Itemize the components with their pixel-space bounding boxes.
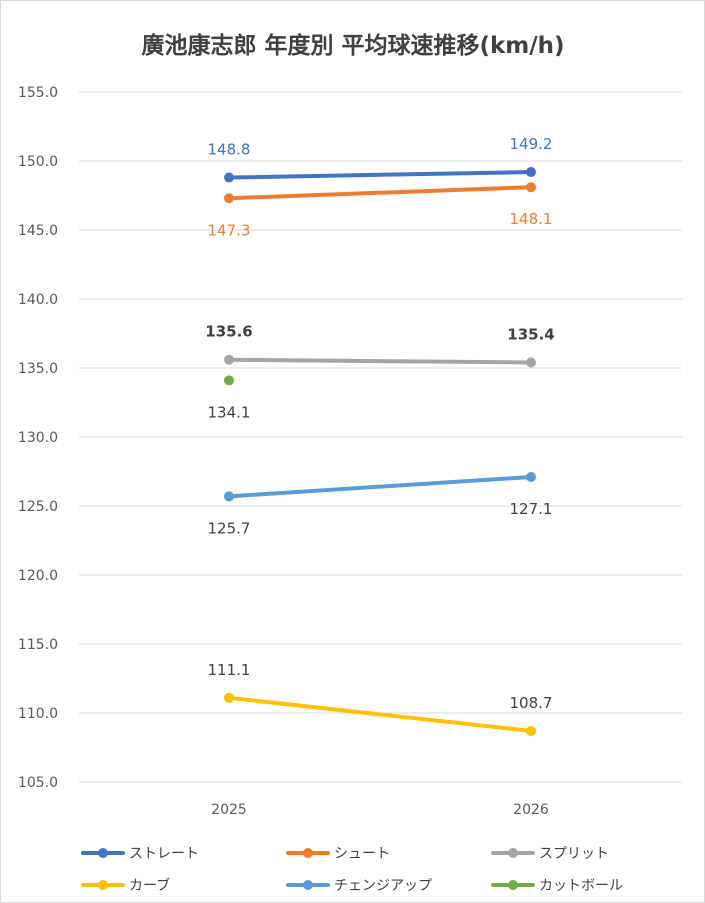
- data-label: 148.1: [510, 210, 553, 228]
- x-tick-label: 2026: [513, 802, 549, 818]
- x-tick-label: 2025: [211, 802, 247, 818]
- legend-marker: [303, 848, 313, 858]
- y-tick-label: 120.0: [18, 568, 58, 584]
- data-point[interactable]: [224, 375, 234, 386]
- series-lines: [227, 170, 533, 733]
- legend-label: カーブ: [129, 877, 170, 894]
- chart-title: 廣池康志郎 年度別 平均球速推移(km/h): [141, 32, 564, 59]
- data-point[interactable]: [224, 172, 234, 183]
- y-axis-ticks: 105.0 110.0 115.0 120.0 125.0 130.0 135.0 140.0…: [18, 85, 58, 791]
- data-label: 125.7: [208, 519, 251, 537]
- y-tick-label: 140.0: [18, 292, 58, 308]
- y-tick-label: 155.0: [18, 85, 58, 101]
- data-label: 147.3: [208, 221, 251, 239]
- data-point[interactable]: [526, 472, 536, 483]
- legend-item[interactable]: スプリット: [491, 846, 609, 862]
- data-label: 111.1: [208, 661, 251, 679]
- data-point[interactable]: [224, 491, 234, 502]
- data-point[interactable]: [526, 182, 536, 193]
- legend-marker: [508, 880, 518, 890]
- data-point[interactable]: [526, 167, 536, 178]
- x-axis-ticks: 2025 2026: [211, 802, 549, 818]
- y-tick-label: 105.0: [18, 775, 58, 791]
- legend-marker: [98, 848, 108, 858]
- legend-marker: [508, 848, 518, 858]
- data-point[interactable]: [526, 357, 536, 368]
- y-tick-label: 130.0: [18, 430, 58, 446]
- data-labels: 148.8 149.2 147.3 148.1 135.6 135.4 111.1 108.7…: [205, 135, 554, 712]
- data-label: 148.8: [208, 141, 251, 159]
- gridlines: [79, 91, 682, 783]
- y-tick-label: 150.0: [18, 154, 58, 170]
- series-points: [224, 167, 536, 736]
- y-tick-label: 135.0: [18, 361, 58, 377]
- series-line: [227, 475, 533, 499]
- legend-marker: [303, 880, 313, 890]
- legend-marker: [98, 880, 108, 890]
- legend-item[interactable]: チェンジアップ: [286, 878, 432, 894]
- data-point[interactable]: [224, 692, 234, 703]
- legend-label: シュート: [334, 846, 390, 862]
- data-label: 134.1: [208, 403, 251, 421]
- series-line: [227, 185, 533, 201]
- legend-item[interactable]: カットボール: [491, 878, 623, 894]
- legend-label: チェンジアップ: [334, 878, 432, 894]
- legend-label: ストレート: [129, 846, 199, 862]
- data-label: 135.6: [205, 323, 252, 341]
- legend-item[interactable]: ストレート: [81, 846, 199, 862]
- y-tick-label: 110.0: [18, 706, 58, 722]
- data-label: 108.7: [510, 694, 553, 712]
- data-point[interactable]: [224, 193, 234, 204]
- data-point[interactable]: [224, 354, 234, 365]
- data-label: 127.1: [510, 500, 553, 518]
- legend-item[interactable]: シュート: [286, 846, 390, 862]
- y-tick-label: 125.0: [18, 499, 58, 515]
- data-label: 149.2: [510, 135, 553, 153]
- legend-item[interactable]: カーブ: [81, 877, 170, 894]
- series-line: [227, 170, 533, 180]
- series-line: [227, 357, 533, 365]
- legend-label: スプリット: [539, 846, 609, 862]
- data-point[interactable]: [526, 725, 536, 736]
- data-label: 135.4: [507, 325, 554, 343]
- series-line: [227, 695, 533, 733]
- y-tick-label: 115.0: [18, 637, 58, 653]
- y-tick-label: 145.0: [18, 223, 58, 239]
- legend-label: カットボール: [539, 878, 623, 894]
